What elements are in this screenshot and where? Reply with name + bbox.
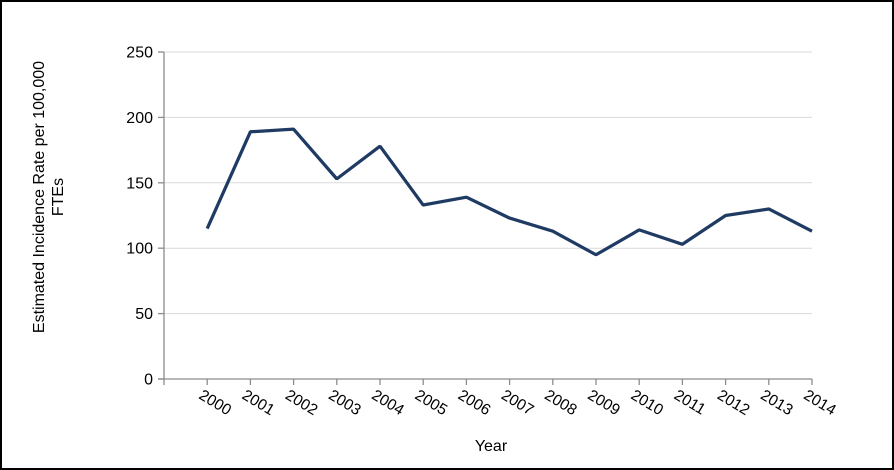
x-tick-label: 2006 bbox=[455, 387, 493, 419]
x-tick-label: 2012 bbox=[714, 387, 752, 419]
x-tick-label: 2008 bbox=[541, 387, 579, 419]
x-tick-label: 2001 bbox=[239, 387, 277, 419]
y-axis-title: Estimated Incidence Rate per 100,000 FTE… bbox=[30, 32, 70, 362]
x-tick-label: 2005 bbox=[412, 387, 450, 419]
data-line-series bbox=[205, 127, 813, 257]
x-tick-label: 2013 bbox=[757, 387, 795, 419]
x-tick-label: 2007 bbox=[498, 387, 536, 419]
x-tick-label: 2011 bbox=[671, 387, 708, 419]
x-tick-label: 2009 bbox=[585, 387, 623, 419]
y-tick-label: 50 bbox=[135, 306, 153, 323]
y-tick-label: 150 bbox=[126, 175, 153, 192]
y-axis-title-line2: FTEs bbox=[50, 177, 67, 217]
x-tick-label: 2004 bbox=[369, 387, 408, 420]
y-tick-label: 200 bbox=[126, 110, 153, 127]
y-tick-label: 0 bbox=[144, 372, 153, 389]
x-tick-label: 2003 bbox=[325, 387, 363, 419]
x-tick-label: 2014 bbox=[801, 387, 840, 420]
y-tick-label: 250 bbox=[126, 45, 153, 62]
y-tick-label: 100 bbox=[126, 241, 153, 258]
x-tick-label: 2000 bbox=[196, 387, 235, 420]
x-tick-label: 2002 bbox=[282, 387, 320, 419]
x-axis-title: Year bbox=[474, 438, 508, 455]
x-tick-label: 2010 bbox=[628, 387, 667, 420]
y-axis-title-line1: Estimated Incidence Rate per 100,000 bbox=[31, 60, 48, 334]
